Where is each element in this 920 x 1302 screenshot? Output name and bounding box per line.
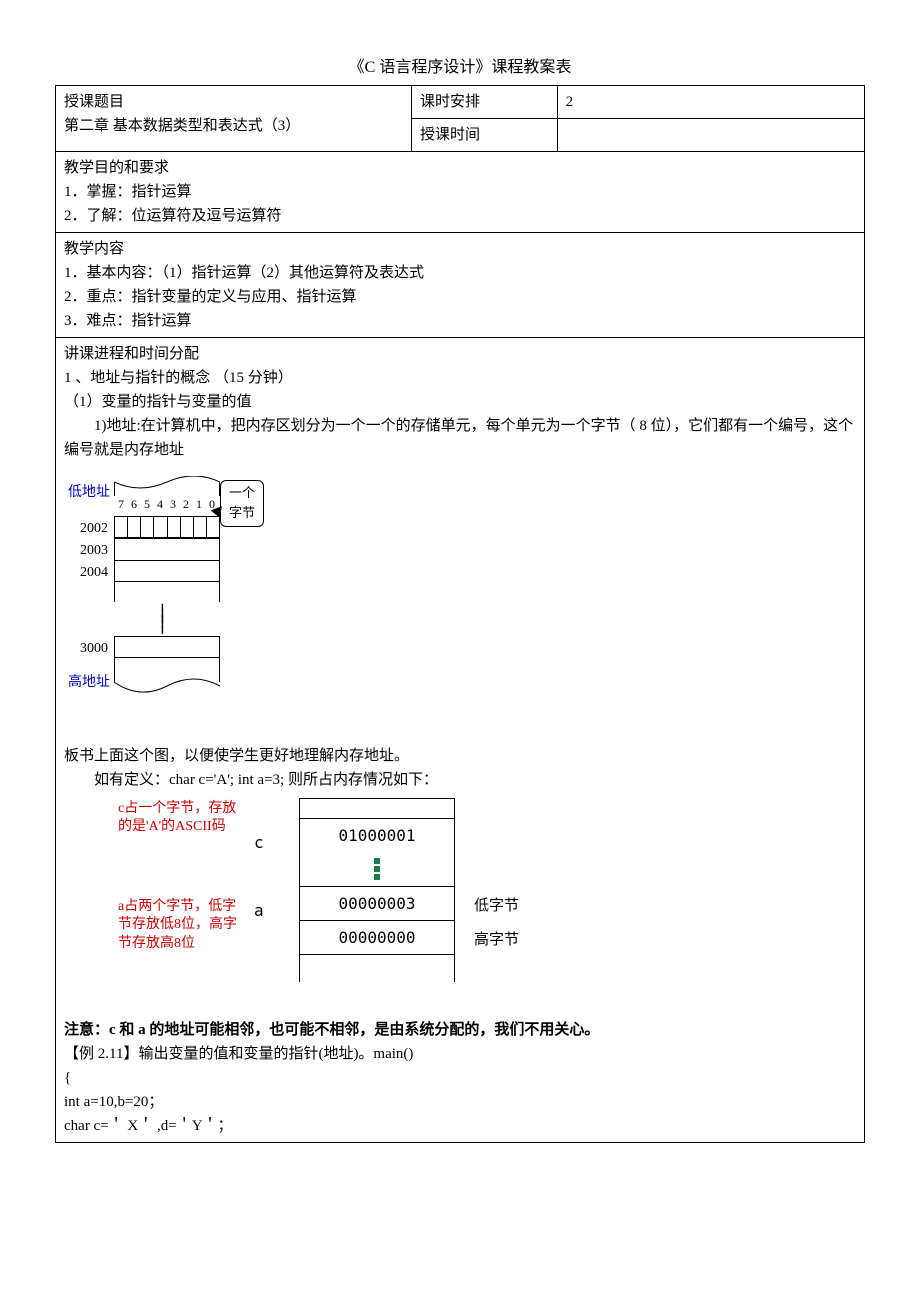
- topic-label: 授课题目: [64, 94, 124, 110]
- code-line: int a=10,b=20；: [64, 1090, 856, 1114]
- lecture-line: 如有定义：char c='A'; int a=3; 则所占内存情况如下：: [64, 768, 856, 792]
- hours-value: 2: [557, 85, 864, 118]
- goals-cell: 教学目的和要求 1．掌握：指针运算 2．了解：位运算符及逗号运算符: [56, 151, 865, 232]
- addr-label: 2003: [70, 540, 108, 562]
- lecture-line: 1)地址:在计算机中，把内存区划分为一个一个的存储单元，每个单元为一个字节（ 8…: [64, 414, 856, 462]
- hours-label: 课时安排: [411, 85, 557, 118]
- mem-value: 00000003: [299, 886, 455, 920]
- example-title: 【例 2.11】输出变量的值和变量的指针(地址)。main(): [64, 1042, 856, 1066]
- high-byte-label: 高字节: [474, 928, 519, 952]
- content-cell: 教学内容 1．基本内容：（1）指针运算（2）其他运算符及表达式 2．重点：指针变…: [56, 232, 865, 337]
- goals-title: 教学目的和要求: [64, 156, 856, 180]
- low-addr-label: 低地址: [68, 482, 110, 504]
- byte-callout: 一个字节: [220, 480, 264, 528]
- goals-item: 2．了解：位运算符及逗号运算符: [64, 204, 856, 228]
- lecture-note-bold: 注意：c 和 a 的地址可能相邻，也可能不相邻，是由系统分配的，我们不用关心。: [64, 1018, 856, 1042]
- note-c: c占一个字节，存放的是'A'的ASCII码: [118, 800, 238, 838]
- content-item: 3．难点：指针运算: [64, 309, 856, 333]
- addr-label: 2002: [70, 518, 108, 540]
- lecture-line: 1 、地址与指针的概念 （15 分钟）: [64, 366, 856, 390]
- high-addr-label: 高地址: [68, 672, 110, 694]
- goals-item: 1．掌握：指针运算: [64, 180, 856, 204]
- bit-numbers: 7 6 5 4 3 2 1 0: [114, 494, 220, 516]
- curve-bottom-icon: [114, 678, 220, 702]
- content-item: 1．基本内容：（1）指针运算（2）其他运算符及表达式: [64, 261, 856, 285]
- mem-value: 01000001: [299, 818, 455, 852]
- var-c-label: c: [254, 830, 264, 856]
- memory-diagram-1: 低地址 一个字节 7 6 5 4 3 2 1 0 2002 2003 2004 …: [64, 476, 264, 736]
- ellipsis-icon: ╎╎╎: [157, 610, 168, 628]
- addr-label: 2004: [70, 562, 108, 584]
- document-title: 《C 语言程序设计》课程教案表: [55, 55, 865, 81]
- curve-top-icon: [114, 476, 220, 494]
- memory-grid-row: [114, 516, 220, 538]
- content-title: 教学内容: [64, 237, 856, 261]
- code-line: char c=＇ X＇ ,d=＇Y＇；: [64, 1114, 856, 1138]
- ellipsis-icon: [299, 852, 455, 886]
- lecture-cell: 讲课进程和时间分配 1 、地址与指针的概念 （15 分钟） （1）变量的指针与变…: [56, 337, 865, 1142]
- low-byte-label: 低字节: [474, 894, 519, 918]
- mem-value: 00000000: [299, 920, 455, 954]
- time-label: 授课时间: [411, 118, 557, 151]
- var-a-label: a: [254, 898, 264, 924]
- memory-row: [114, 636, 220, 658]
- lecture-title: 讲课进程和时间分配: [64, 342, 856, 366]
- topic-cell: 授课题目 第二章 基本数据类型和表达式（3）: [56, 85, 412, 151]
- lecture-line: 板书上面这个图，以便使学生更好地理解内存地址。: [64, 744, 856, 768]
- lecture-line: （1）变量的指针与变量的值: [64, 390, 856, 414]
- topic-value: 第二章 基本数据类型和表达式（3）: [64, 118, 300, 134]
- note-a: a占两个字节，低字节存放低8位，高字节存放高8位: [118, 898, 238, 955]
- code-line: {: [64, 1066, 856, 1090]
- addr-label: 3000: [70, 638, 108, 660]
- time-value: [557, 118, 864, 151]
- memory-row: [114, 560, 220, 582]
- lesson-plan-table: 授课题目 第二章 基本数据类型和表达式（3） 课时安排 2 授课时间 教学目的和…: [55, 85, 865, 1143]
- memory-row: [114, 582, 220, 602]
- memory-diagram-2: c占一个字节，存放的是'A'的ASCII码 a占两个字节，低字节存放低8位，高字…: [94, 798, 856, 1018]
- memory-row: [114, 538, 220, 560]
- content-item: 2．重点：指针变量的定义与应用、指针运算: [64, 285, 856, 309]
- memory-column: 01000001 00000003 00000000: [299, 798, 455, 982]
